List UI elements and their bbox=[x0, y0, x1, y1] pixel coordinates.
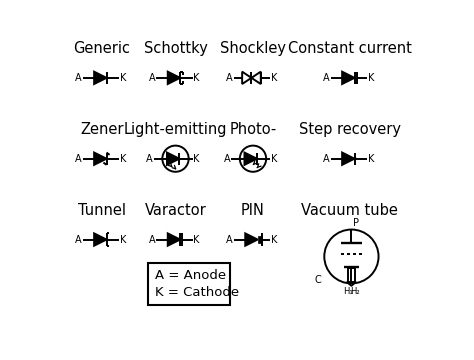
Polygon shape bbox=[342, 72, 355, 84]
Polygon shape bbox=[342, 153, 355, 165]
Text: K: K bbox=[193, 154, 200, 164]
Text: Generic: Generic bbox=[73, 41, 130, 56]
Text: A: A bbox=[75, 73, 82, 83]
Text: A: A bbox=[149, 73, 155, 83]
Polygon shape bbox=[251, 72, 261, 84]
Text: K: K bbox=[193, 73, 200, 83]
Text: A: A bbox=[75, 154, 82, 164]
Polygon shape bbox=[167, 153, 179, 165]
Text: C: C bbox=[314, 275, 321, 285]
Text: K: K bbox=[368, 154, 374, 164]
Polygon shape bbox=[245, 233, 258, 246]
Text: A = Anode: A = Anode bbox=[155, 269, 226, 282]
Text: Tunnel: Tunnel bbox=[78, 203, 126, 218]
Text: Vacuum tube: Vacuum tube bbox=[301, 203, 398, 218]
Polygon shape bbox=[168, 72, 180, 84]
Text: A: A bbox=[224, 154, 230, 164]
Text: A: A bbox=[226, 73, 233, 83]
Text: K: K bbox=[271, 73, 277, 83]
Text: K: K bbox=[193, 235, 200, 244]
Polygon shape bbox=[168, 233, 180, 246]
Text: PIN: PIN bbox=[241, 203, 265, 218]
Text: Shockley: Shockley bbox=[220, 41, 286, 56]
Text: Varactor: Varactor bbox=[145, 203, 206, 218]
Text: K: K bbox=[120, 154, 126, 164]
Polygon shape bbox=[94, 233, 107, 246]
Text: Constant current: Constant current bbox=[288, 41, 412, 56]
Text: K = Cathode: K = Cathode bbox=[155, 286, 239, 299]
Polygon shape bbox=[245, 153, 257, 165]
Bar bbox=[258, 236, 262, 243]
Text: K: K bbox=[271, 154, 277, 164]
Text: A: A bbox=[226, 235, 233, 244]
Text: Photo-: Photo- bbox=[229, 122, 277, 137]
Text: H₁: H₁ bbox=[343, 287, 353, 296]
Text: P: P bbox=[353, 218, 359, 228]
Text: A: A bbox=[323, 154, 330, 164]
Polygon shape bbox=[242, 72, 251, 84]
Text: A: A bbox=[75, 235, 82, 244]
Polygon shape bbox=[94, 72, 107, 84]
Text: Zener: Zener bbox=[80, 122, 124, 137]
Text: A: A bbox=[149, 235, 155, 244]
Text: A: A bbox=[146, 154, 153, 164]
Text: Schottky: Schottky bbox=[144, 41, 208, 56]
Text: A: A bbox=[323, 73, 330, 83]
Polygon shape bbox=[94, 153, 107, 165]
Text: K: K bbox=[120, 73, 126, 83]
Text: Step recovery: Step recovery bbox=[299, 122, 401, 137]
Bar bbox=[148, 263, 230, 305]
Text: Light-emitting: Light-emitting bbox=[124, 122, 227, 137]
Text: K: K bbox=[271, 235, 277, 244]
Text: H₂: H₂ bbox=[350, 287, 360, 296]
Text: K: K bbox=[120, 235, 126, 244]
Text: K: K bbox=[368, 73, 374, 83]
